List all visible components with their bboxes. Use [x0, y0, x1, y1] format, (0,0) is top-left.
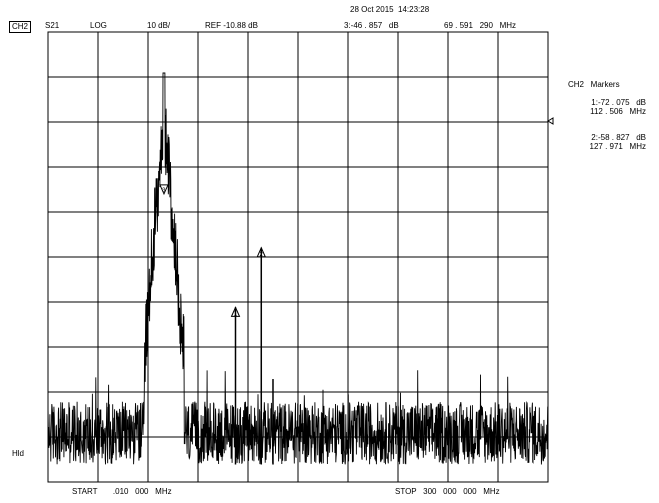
marker-symbols: 1 2 3 — [159, 184, 267, 317]
active-marker-value: 3:-46 . 857 dB — [344, 21, 399, 30]
format-label[interactable]: LOG — [90, 21, 107, 30]
trace — [47, 72, 549, 465]
timestamp: 28 Oct 2015 14:23:28 — [350, 5, 430, 14]
start-frequency[interactable]: START .010 000 MHz — [72, 487, 172, 496]
active-marker-frequency: 69 . 591 290 MHz — [444, 21, 517, 30]
marker-2-value: 2:-58 . 827 dB — [591, 133, 646, 142]
marker-2-number: 2 — [259, 252, 263, 258]
trace-line — [47, 72, 549, 465]
marker-3-icon — [159, 184, 169, 196]
marker-3-number: 3 — [162, 188, 166, 194]
marker-1-icon — [230, 306, 241, 317]
channel-label[interactable]: CH2 — [9, 21, 32, 33]
hold-indicator: Hld — [12, 449, 25, 458]
scale-label[interactable]: 10 dB/ — [147, 21, 171, 30]
marker-1-frequency: 112 . 506 MHz — [590, 107, 646, 116]
marker-1-number: 1 — [234, 311, 238, 317]
markers-panel-title: CH2 Markers — [568, 80, 620, 89]
parameter-label[interactable]: S21 — [45, 21, 60, 30]
marker-2-icon — [256, 246, 267, 258]
reference-level-indicator-icon — [547, 117, 554, 125]
stop-frequency[interactable]: STOP 300 000 000 MHz — [395, 487, 500, 496]
marker-2-frequency: 127 . 971 MHz — [589, 142, 646, 151]
marker-1-value: 1:-72 . 075 dB — [591, 98, 646, 107]
reference-label[interactable]: REF -10.88 dB — [205, 21, 258, 30]
